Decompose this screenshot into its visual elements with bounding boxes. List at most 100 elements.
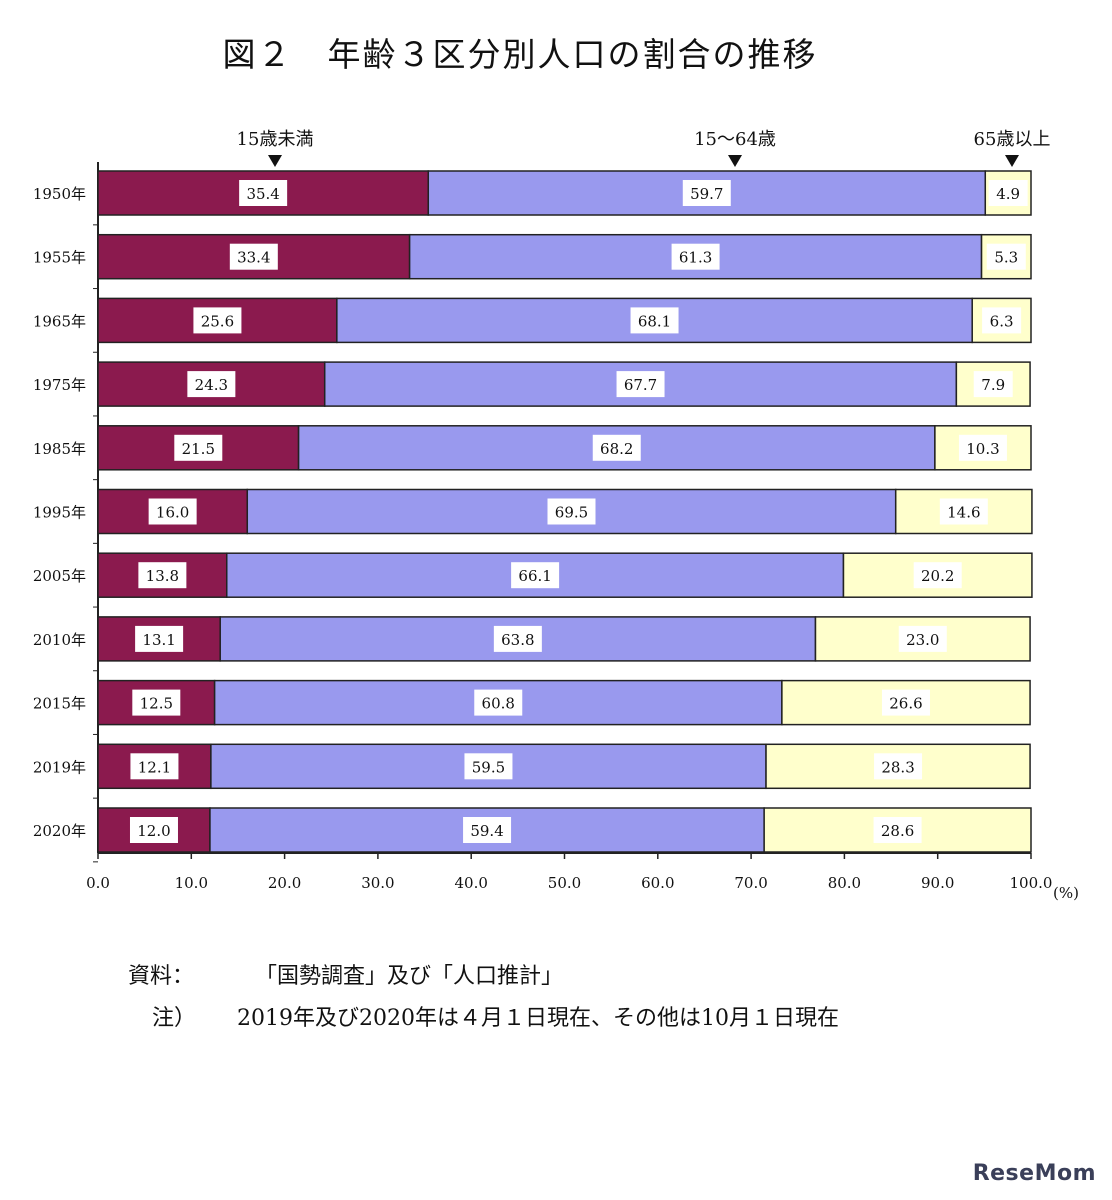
data-label: 24.3 xyxy=(195,376,228,394)
data-label-box xyxy=(130,753,179,780)
data-label: 10.3 xyxy=(966,440,999,458)
data-label-box xyxy=(986,243,1026,270)
data-label: 12.5 xyxy=(140,695,173,713)
category-label: 2010年 xyxy=(33,631,86,649)
category-label: 1950年 xyxy=(33,185,86,203)
x-tick-label: 90.0 xyxy=(921,874,954,892)
category-label: 2005年 xyxy=(33,567,86,585)
data-label: 60.8 xyxy=(482,695,515,713)
x-tick-label: 80.0 xyxy=(828,874,861,892)
bar-segment xyxy=(763,807,1032,853)
source-label: 資料： xyxy=(128,964,195,989)
resemom-logo: ReseMom xyxy=(972,1161,1096,1186)
x-tick-label: 30.0 xyxy=(361,874,394,892)
data-label: 59.5 xyxy=(472,758,505,776)
category-label: 2019年 xyxy=(33,758,86,776)
x-tick-label: 20.0 xyxy=(268,874,301,892)
data-label: 16.0 xyxy=(156,504,189,522)
data-label: 35.4 xyxy=(246,185,279,203)
data-label-box xyxy=(630,307,679,334)
data-label: 67.7 xyxy=(624,376,657,394)
data-label-box xyxy=(939,498,988,525)
data-label: 7.9 xyxy=(981,376,1005,394)
data-label: 28.3 xyxy=(881,758,914,776)
note-label: 注） xyxy=(152,1006,197,1031)
data-label: 26.6 xyxy=(889,695,922,713)
data-label: 28.6 xyxy=(881,822,914,840)
data-label-box xyxy=(988,180,1028,206)
data-label: 68.1 xyxy=(638,312,671,330)
bar-segment xyxy=(408,233,983,280)
data-label-box xyxy=(464,753,513,780)
data-label-box xyxy=(229,243,278,270)
data-label-box xyxy=(463,817,512,843)
series-label: 15歳未満 xyxy=(237,129,314,150)
data-label-box xyxy=(982,307,1022,334)
data-label: 6.3 xyxy=(990,312,1014,330)
data-label-box xyxy=(511,562,560,589)
data-label-box xyxy=(874,753,923,780)
x-tick-label: 100.0 xyxy=(1010,874,1053,892)
data-label: 5.3 xyxy=(994,249,1018,267)
data-label-box xyxy=(958,434,1007,461)
series-arrow-icon xyxy=(268,155,282,167)
data-label: 12.0 xyxy=(137,822,170,840)
series-label: 15～64歳 xyxy=(694,129,776,150)
data-label-box xyxy=(132,689,181,716)
series-arrow-icon xyxy=(728,155,742,167)
category-label: 2020年 xyxy=(33,822,86,840)
data-label: 33.4 xyxy=(237,249,270,267)
data-label: 68.2 xyxy=(600,440,633,458)
category-label: 1975年 xyxy=(33,376,86,394)
data-label-box xyxy=(973,371,1013,398)
data-label: 61.3 xyxy=(679,249,712,267)
data-label-box xyxy=(135,625,184,652)
data-label-box xyxy=(138,562,187,589)
data-label: 59.7 xyxy=(690,185,723,203)
series-label: 65歳以上 xyxy=(974,129,1051,150)
category-label: 1995年 xyxy=(33,504,86,522)
data-label: 13.8 xyxy=(146,567,179,585)
data-label-box xyxy=(592,434,641,461)
bar-segment xyxy=(97,743,212,790)
x-tick-label: 10.0 xyxy=(175,874,208,892)
x-tick-label: 40.0 xyxy=(454,874,487,892)
stacked-bar-chart: 0.0 10.0 20.0 30.0 40.0 50.0 60.0 70.0 80.0 90.0 1… xyxy=(33,129,1079,902)
data-label-box xyxy=(671,243,720,270)
data-label-box xyxy=(148,498,197,525)
data-label: 69.5 xyxy=(555,504,588,522)
x-tick-label: 70.0 xyxy=(734,874,767,892)
data-label-box xyxy=(898,625,947,652)
data-label: 66.1 xyxy=(518,567,551,585)
x-tick-label: 50.0 xyxy=(548,874,581,892)
data-label-box xyxy=(474,689,523,716)
data-label-box xyxy=(174,434,223,461)
data-label-box xyxy=(616,371,665,398)
data-label: 14.6 xyxy=(947,504,980,522)
data-label: 12.1 xyxy=(138,758,171,776)
category-label: 2015年 xyxy=(33,695,86,713)
data-label: 4.9 xyxy=(996,185,1020,203)
data-label-box xyxy=(187,371,236,398)
x-tick-label: 0.0 xyxy=(86,874,110,892)
data-label-box xyxy=(547,498,596,525)
data-label-box xyxy=(913,562,962,589)
category-label: 1985年 xyxy=(33,440,86,458)
chart-title: 図２ 年齢３区分別人口の割合の推移 xyxy=(222,35,818,74)
data-label: 13.1 xyxy=(142,631,175,649)
data-label: 21.5 xyxy=(182,440,215,458)
data-label-box xyxy=(493,625,542,652)
category-label: 1955年 xyxy=(33,249,86,267)
note-text: 2019年及び2020年は４月１日現在、その他は10月１日現在 xyxy=(237,1006,839,1031)
x-tick-label: 60.0 xyxy=(641,874,674,892)
data-label-box xyxy=(682,180,731,206)
data-label: 63.8 xyxy=(501,631,534,649)
category-label: 1965年 xyxy=(33,312,86,330)
data-label: 23.0 xyxy=(906,631,939,649)
data-label-box xyxy=(873,817,922,843)
x-unit-label: (%) xyxy=(1053,884,1079,902)
data-label-box xyxy=(881,689,930,716)
data-label: 20.2 xyxy=(921,567,954,585)
source-text: 「国勢調査」及び「人口推計」 xyxy=(255,964,564,989)
series-arrow-icon xyxy=(1005,155,1019,167)
